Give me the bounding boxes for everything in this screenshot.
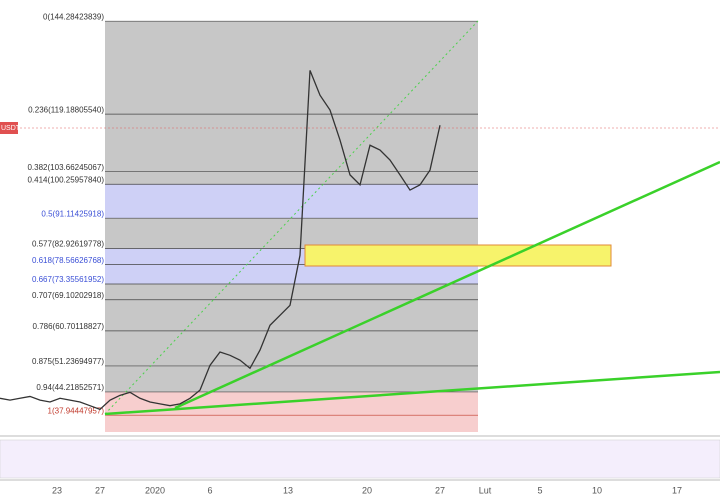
fib-label: 0.94(44.21852571) [36,383,104,392]
fib-diagonal [104,20,479,415]
price-line [0,70,441,411]
fib-label: 0.382(103.66245067) [27,163,104,172]
trend-line [174,160,720,410]
fib-label: 0.236(119.18805540) [28,105,104,114]
fib-band [105,283,478,392]
x-tick-label: 13 [283,485,293,495]
x-tick-label: 2020 [145,485,165,495]
x-tick-label: 27 [95,485,105,495]
fib-label: 0.618(78.56626768) [32,256,104,265]
fib-label: 0.414(100.25957840) [27,175,104,184]
fib-label: 0.577(82.92619778) [32,240,104,249]
fib-label: 0.707(69.10202918) [32,291,104,300]
x-tick-label: 23 [52,485,62,495]
fib-label: 0.5(91.11425918) [41,209,104,218]
rsi-panel [0,439,720,479]
price-tag-label: USDT [1,125,21,132]
fib-band [105,21,478,185]
fib-bands [105,21,478,432]
highlight-box [304,244,612,267]
trend-line [104,370,720,416]
x-tick-label: 17 [672,485,682,495]
fib-band [105,415,478,432]
price-tag [0,122,18,134]
x-tick-label: 5 [537,485,542,495]
x-tick-label: Lut [479,485,492,495]
x-tick-label: 10 [592,485,602,495]
fib-label: 0(144.28423839) [43,12,104,21]
x-tick-label: 6 [207,485,212,495]
fib-band [105,218,478,249]
fib-label: 1(37.94447957) [48,406,105,415]
fib-label: 0.667(73.35561952) [32,275,104,284]
x-tick-label: 20 [362,485,372,495]
fib-label: 0.786(60.70118827) [33,322,105,331]
x-tick-label: 27 [435,485,445,495]
fib-label: 0.875(51.23694977) [32,357,104,366]
fib-band [105,184,478,219]
